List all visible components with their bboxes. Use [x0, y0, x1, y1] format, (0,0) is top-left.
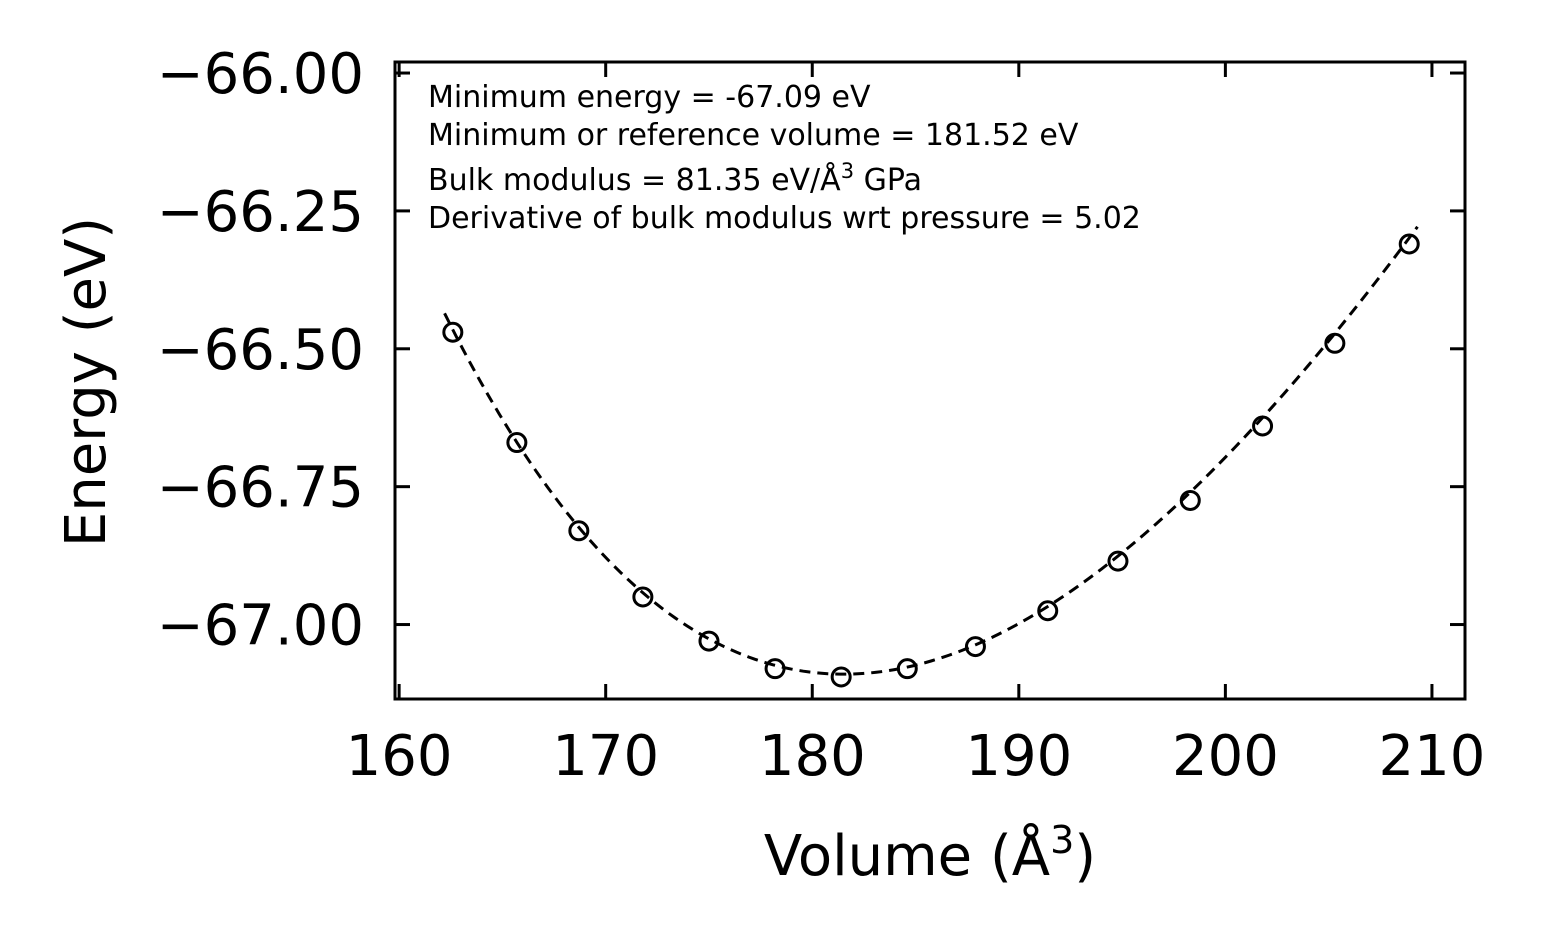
annotation-min-volume: Minimum or reference volume = 181.52 eV	[428, 118, 1079, 153]
x-axis-label-main: Volume (Å	[764, 823, 1050, 889]
y-tick-label: −66.50	[157, 318, 364, 383]
data-point	[764, 658, 786, 680]
data-point	[1398, 233, 1420, 255]
data-point	[830, 666, 852, 688]
data-point	[896, 658, 918, 680]
data-point	[964, 636, 986, 658]
annotation-min-energy: Minimum energy = -67.09 eV	[428, 80, 871, 115]
data-point	[506, 432, 528, 454]
data-points	[442, 233, 1420, 688]
fit-line	[443, 225, 1419, 676]
x-tick-label: 210	[1379, 724, 1486, 789]
x-axis-label-sup: 3	[1050, 818, 1074, 862]
data-point	[1324, 332, 1346, 354]
data-point	[1179, 489, 1201, 511]
data-point	[1107, 550, 1129, 572]
data-point	[1037, 600, 1059, 622]
data-point	[442, 321, 464, 343]
axis-ticks: 160 170 180 190 200 210 −66.00 −66.25 −66.50 −66.…	[157, 42, 1486, 789]
annotation-bulk-derivative: Derivative of bulk modulus wrt pressure …	[428, 201, 1141, 236]
x-tick-label: 170	[552, 724, 659, 789]
x-tick-label: 160	[346, 724, 453, 789]
y-tick-label: −66.00	[157, 42, 364, 107]
annotation-bulk-modulus-main: Bulk modulus = 81.35 eV/Å	[428, 162, 841, 198]
x-tick-label: 190	[965, 724, 1072, 789]
plot-frame	[393, 60, 1467, 701]
data-point	[632, 586, 654, 608]
y-axis-label: Energy (eV)	[54, 217, 119, 547]
y-tick-label: −67.00	[157, 594, 364, 659]
x-tick-label: 200	[1172, 724, 1279, 789]
annotation-bulk-modulus: Bulk modulus = 81.35 eV/Å3 GPa	[428, 159, 922, 198]
data-point	[698, 630, 720, 652]
data-point	[568, 520, 590, 542]
x-tick-label: 180	[759, 724, 866, 789]
annotation-bulk-modulus-sup: 3	[841, 159, 854, 183]
data-point	[1252, 415, 1274, 437]
y-tick-label: −66.75	[157, 456, 364, 521]
annotation-bulk-modulus-tail: GPa	[854, 163, 922, 198]
x-axis-label-end: )	[1074, 824, 1096, 889]
y-tick-label: −66.25	[157, 180, 364, 245]
annotation-block: Minimum energy = -67.09 eV Minimum or re…	[428, 80, 1141, 236]
fit-curve	[443, 225, 1419, 676]
x-axis-label: Volume (Å3)	[764, 818, 1096, 889]
